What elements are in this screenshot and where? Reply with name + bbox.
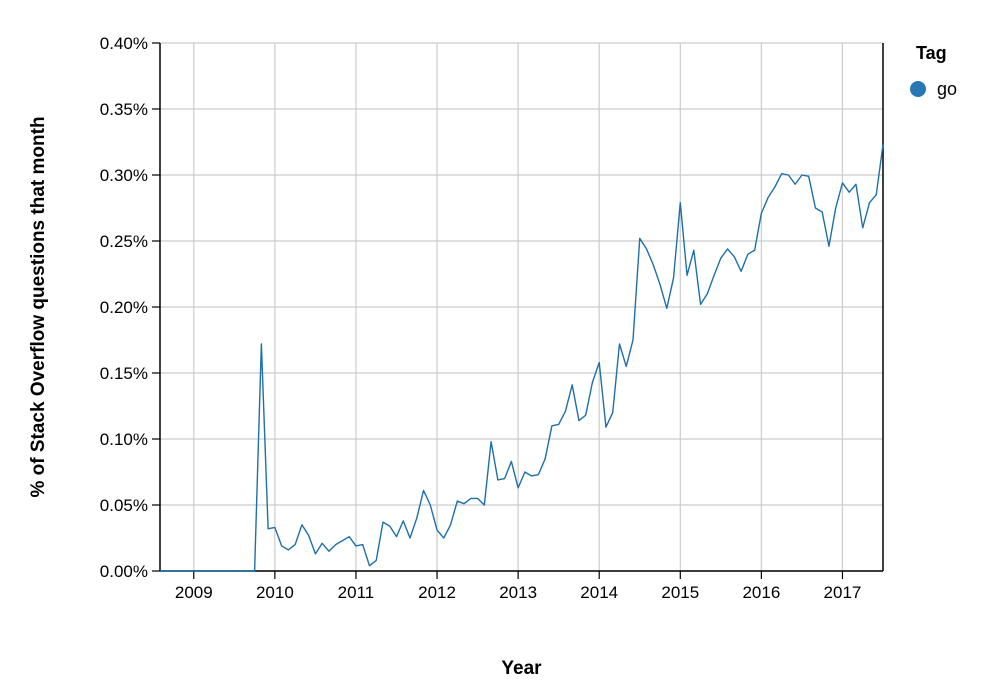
x-axis-title: Year	[501, 658, 542, 679]
axes: 0.00% 0.05% 0.10% 0.15% 0.20% 0.25% 0.30% 0.35%…	[100, 34, 884, 602]
series-layer	[160, 144, 884, 572]
x-tick-label: 2011	[338, 583, 375, 602]
x-tick-label: 2012	[418, 583, 456, 602]
legend-swatch-go	[910, 81, 926, 97]
grid	[160, 42, 883, 572]
legend-title: Tag	[916, 43, 947, 63]
legend: Tag go	[910, 43, 957, 99]
legend-label-go: go	[937, 79, 957, 99]
x-tick-label: 2016	[742, 583, 780, 602]
x-tick-label: 2013	[499, 583, 537, 602]
x-tick-label: 2017	[824, 583, 862, 602]
y-tick-label: 0.20%	[100, 298, 148, 317]
y-tick-label: 0.30%	[100, 166, 148, 185]
y-tick-label: 0.00%	[100, 562, 148, 581]
y-tick-label: 0.05%	[100, 496, 148, 515]
x-tick-label: 2015	[661, 583, 699, 602]
x-tick-label: 2010	[256, 583, 294, 602]
x-tick-label: 2014	[580, 583, 618, 602]
y-tick-label: 0.10%	[100, 430, 148, 449]
y-axis-title: % of Stack Overflow questions that month	[28, 116, 49, 497]
x-tick-label: 2009	[175, 583, 213, 602]
y-tick-label: 0.35%	[100, 100, 148, 119]
y-tick-label: 0.40%	[100, 34, 148, 53]
y-tick-label: 0.15%	[100, 364, 148, 383]
y-tick-label: 0.25%	[100, 232, 148, 251]
series-line-go	[160, 144, 884, 572]
